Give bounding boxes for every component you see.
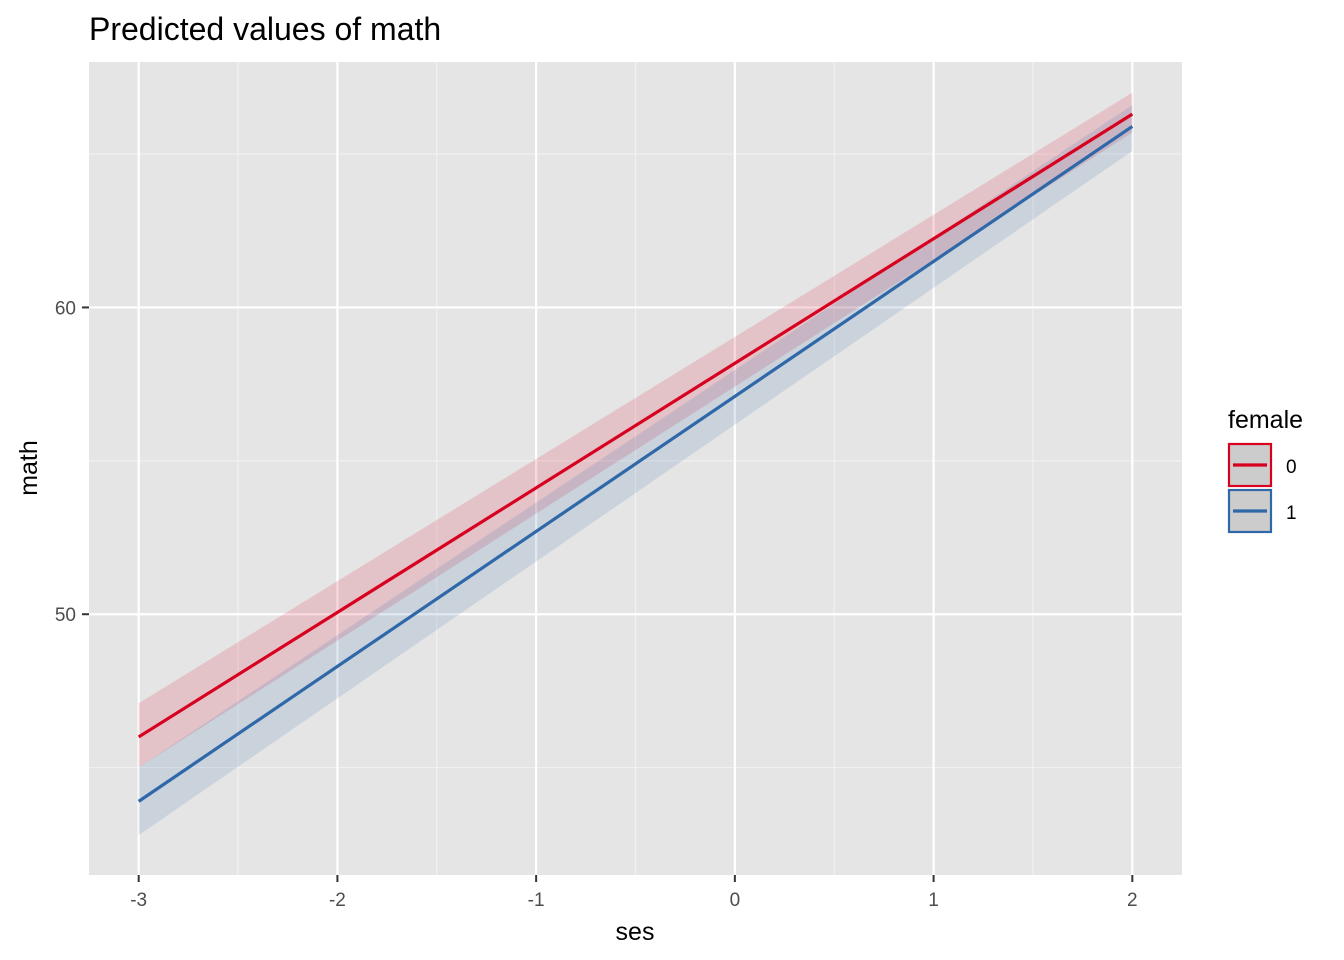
confidence-band-0 [138,92,1133,768]
x-axis-title: ses [616,918,655,946]
grid-major [89,62,1182,875]
y-tick-label: 50 [55,605,76,626]
confidence-bands [138,92,1133,836]
y-axis-title: math [15,440,43,496]
series-line-0 [137,112,1134,739]
series-lines [137,112,1134,803]
x-tick-label: -3 [130,890,147,911]
x-tick-label: -2 [329,890,346,911]
x-tick-label: 1 [928,890,939,911]
x-tick-label: -1 [528,890,545,911]
legend-label-1: 1 [1286,503,1297,524]
series-line-1 [137,125,1134,803]
x-tick-label: 2 [1127,890,1138,911]
legend-label-0: 0 [1286,457,1297,478]
chart-title: Predicted values of math [89,11,441,47]
legend-title: female [1228,406,1303,434]
x-tick-label: 0 [730,890,741,911]
confidence-band-1 [138,104,1133,836]
x-axis: -3 -2 -1 0 1 2 [130,875,1138,911]
grid-minor [89,62,1182,875]
y-axis: 50 60 [55,298,89,626]
y-tick-label: 60 [55,298,76,319]
legend: female 0 1 [1227,406,1303,534]
